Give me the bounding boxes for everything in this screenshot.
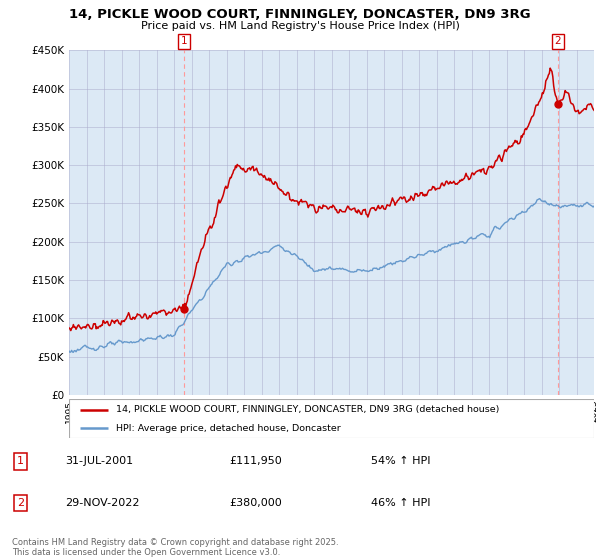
- Text: 31-JUL-2001: 31-JUL-2001: [65, 456, 133, 466]
- Text: HPI: Average price, detached house, Doncaster: HPI: Average price, detached house, Donc…: [116, 423, 341, 433]
- Text: 54% ↑ HPI: 54% ↑ HPI: [371, 456, 430, 466]
- Text: 14, PICKLE WOOD COURT, FINNINGLEY, DONCASTER, DN9 3RG (detached house): 14, PICKLE WOOD COURT, FINNINGLEY, DONCA…: [116, 405, 500, 414]
- Text: 1: 1: [17, 456, 24, 466]
- Text: 46% ↑ HPI: 46% ↑ HPI: [371, 498, 430, 508]
- Text: 29-NOV-2022: 29-NOV-2022: [65, 498, 139, 508]
- Text: 1: 1: [181, 36, 187, 46]
- Text: £380,000: £380,000: [229, 498, 282, 508]
- Text: £111,950: £111,950: [229, 456, 282, 466]
- FancyBboxPatch shape: [69, 399, 594, 438]
- Text: 2: 2: [554, 36, 561, 46]
- Text: 14, PICKLE WOOD COURT, FINNINGLEY, DONCASTER, DN9 3RG: 14, PICKLE WOOD COURT, FINNINGLEY, DONCA…: [69, 8, 531, 21]
- Text: Price paid vs. HM Land Registry's House Price Index (HPI): Price paid vs. HM Land Registry's House …: [140, 21, 460, 31]
- Text: Contains HM Land Registry data © Crown copyright and database right 2025.
This d: Contains HM Land Registry data © Crown c…: [12, 538, 338, 557]
- Text: 2: 2: [17, 498, 24, 508]
